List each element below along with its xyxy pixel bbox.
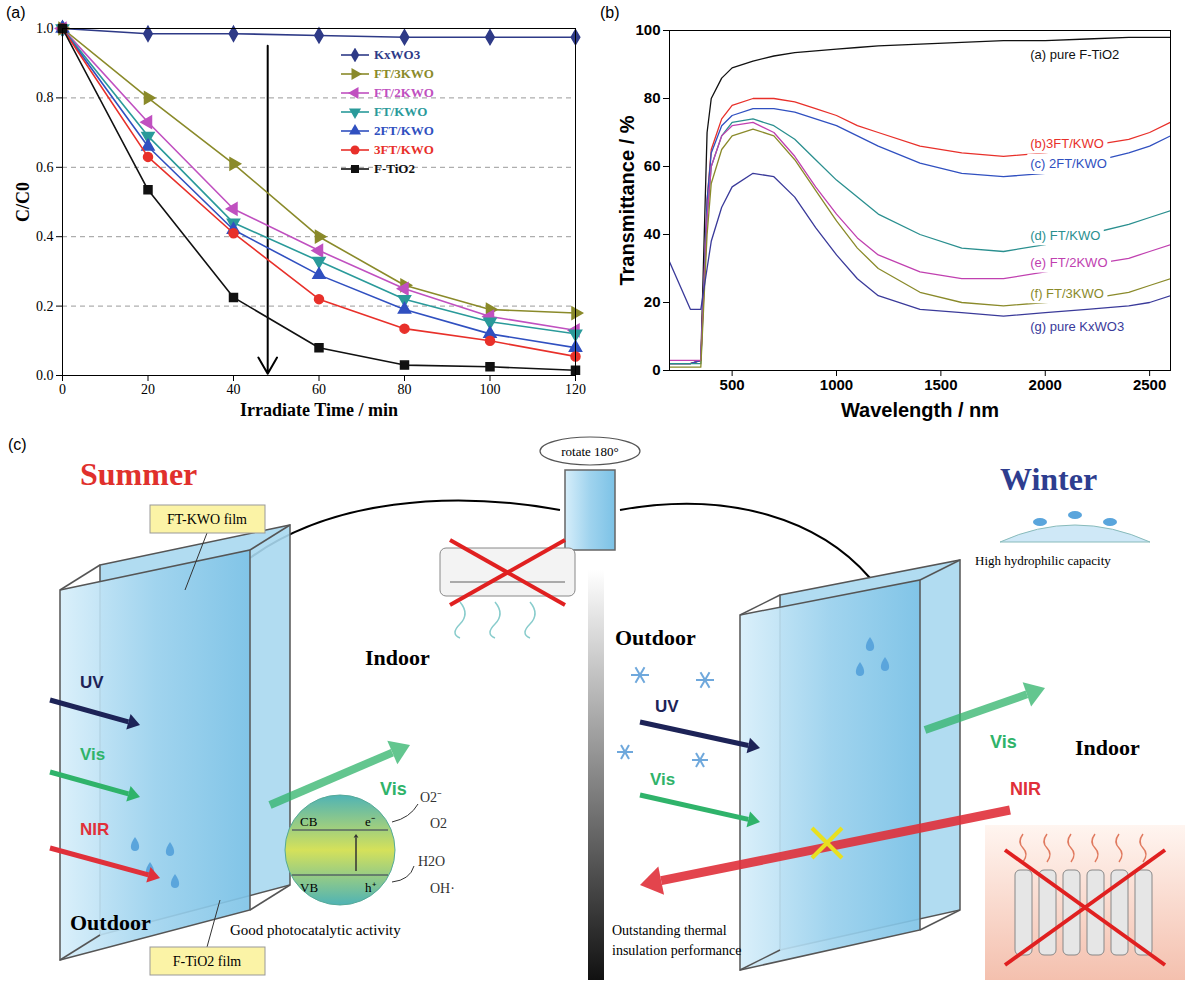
svg-text:VB: VB [300,880,318,895]
svg-text:Wavelength / nm: Wavelength / nm [841,399,999,421]
svg-text:0.4: 0.4 [36,229,54,244]
svg-text:Indoor: Indoor [365,645,430,670]
svg-text:insulation performance: insulation performance [612,943,741,958]
svg-text:CB: CB [300,814,318,829]
svg-text:0.2: 0.2 [36,299,54,314]
svg-text:(e) FT/2KWO: (e) FT/2KWO [1030,255,1107,270]
svg-text:Outdoor: Outdoor [615,625,696,650]
svg-text:FT-KWO film: FT-KWO film [167,512,247,527]
svg-text:120: 120 [565,382,586,397]
svg-text:(b)3FT/KWO: (b)3FT/KWO [1030,136,1104,151]
svg-text:UV: UV [80,673,104,692]
html-text:(a): (a) [6,4,26,21]
svg-text:rotate 180°: rotate 180° [561,444,619,459]
svg-text:2500: 2500 [1133,376,1166,393]
svg-text:40: 40 [644,225,661,242]
svg-text:NIR: NIR [80,820,109,839]
svg-text:h⁺: h⁺ [365,880,376,895]
svg-text:0.0: 0.0 [36,368,54,383]
svg-text:100: 100 [635,21,660,38]
svg-text:20: 20 [644,293,661,310]
html-text:FT/KWO: FT/KWO [374,103,428,119]
svg-text:Winter: Winter [1000,461,1097,497]
html-text:FT/3KWO: FT/3KWO [374,65,434,81]
html-text:(b): (b) [600,4,620,21]
svg-text:(a) pure F-TiO2: (a) pure F-TiO2 [1030,47,1119,62]
svg-text:High hydrophilic capacity: High hydrophilic capacity [975,553,1111,568]
html-text:F-TiO2: F-TiO2 [374,160,415,176]
svg-text:Vis: Vis [650,770,675,789]
svg-text:60: 60 [312,382,326,397]
svg-text:60: 60 [644,157,661,174]
svg-text:2000: 2000 [1029,376,1062,393]
svg-text:(c): (c) [8,436,27,453]
svg-text:500: 500 [720,376,745,393]
svg-text:Outstanding thermal: Outstanding thermal [612,923,727,938]
svg-text:40: 40 [227,382,241,397]
svg-text:Vis: Vis [380,779,407,799]
svg-text:0.6: 0.6 [36,160,54,175]
html-text:KxWO3: KxWO3 [374,46,421,62]
svg-text:Outdoor: Outdoor [70,910,151,935]
svg-text:0: 0 [59,382,66,397]
html-text:2FT/KWO: 2FT/KWO [374,122,434,138]
svg-text:80: 80 [398,382,412,397]
svg-text:NIR: NIR [1010,779,1041,799]
html-text:FT/2KWO: FT/2KWO [374,84,434,100]
svg-text:1.0: 1.0 [36,21,54,36]
svg-text:Irradiate Time / min: Irradiate Time / min [240,400,398,420]
svg-text:1500: 1500 [924,376,957,393]
svg-text:Transmittance / %: Transmittance / % [616,115,638,285]
svg-text:C/C0: C/C0 [13,182,33,222]
svg-text:O2⁻: O2⁻ [420,790,442,805]
svg-text:H2O: H2O [418,854,445,869]
svg-text:20: 20 [141,382,155,397]
svg-text:Summer: Summer [80,456,197,492]
svg-text:OH·: OH· [430,881,455,896]
svg-text:Vis: Vis [80,745,105,764]
svg-text:e⁻: e⁻ [365,814,375,829]
svg-text:(g) pure KxWO3: (g) pure KxWO3 [1030,319,1124,334]
svg-text:0.8: 0.8 [36,90,54,105]
svg-text:100: 100 [480,382,501,397]
svg-text:Indoor: Indoor [1075,735,1140,760]
svg-text:(c) 2FT/KWO: (c) 2FT/KWO [1030,156,1107,171]
svg-text:UV: UV [655,697,679,716]
svg-text:Vis: Vis [990,732,1017,752]
svg-text:0: 0 [652,361,660,378]
svg-text:F-TiO2 film: F-TiO2 film [173,954,241,969]
svg-text:(f) FT/3KWO: (f) FT/3KWO [1030,286,1104,301]
svg-text:O2: O2 [430,816,447,831]
svg-text:1000: 1000 [820,376,853,393]
html-text:3FT/KWO: 3FT/KWO [374,141,434,157]
svg-text:Good photocatalytic activity: Good photocatalytic activity [230,922,401,938]
svg-text:80: 80 [644,89,661,106]
svg-text:(d) FT/KWO: (d) FT/KWO [1030,228,1100,243]
